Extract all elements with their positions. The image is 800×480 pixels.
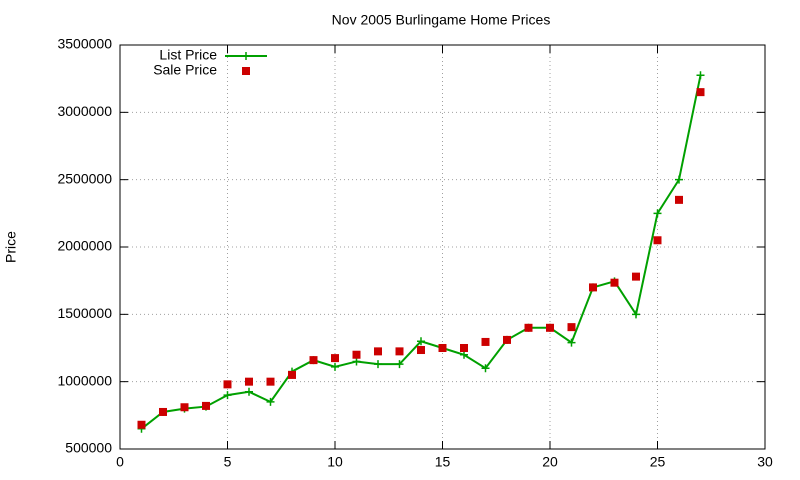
legend-label: Sale Price (153, 62, 217, 78)
point (331, 354, 339, 363)
point (675, 175, 683, 184)
point (266, 377, 275, 386)
point (481, 337, 490, 346)
point (675, 195, 683, 204)
point (374, 347, 382, 356)
point (524, 323, 533, 332)
point (460, 344, 468, 352)
point (438, 344, 447, 352)
x-tick-label: 5 (224, 454, 232, 470)
x-tick-label: 20 (542, 454, 558, 470)
point (632, 272, 640, 281)
point (288, 370, 296, 379)
x-tick-label: 30 (757, 454, 773, 470)
point (546, 323, 554, 332)
plot-frame (119, 44, 766, 450)
legend-marker (242, 52, 250, 60)
point (180, 403, 189, 412)
point (352, 357, 361, 366)
point (331, 362, 339, 371)
point (481, 364, 490, 373)
x-tick-label: 10 (327, 454, 343, 470)
point (653, 209, 662, 218)
y-tick-label: 500000 (65, 440, 112, 456)
point (503, 335, 511, 344)
x-tick-label: 0 (116, 454, 124, 470)
legend-marker (242, 67, 250, 75)
y-tick-label: 1000000 (57, 372, 112, 388)
point (460, 350, 468, 359)
y-tick-label: 2500000 (57, 170, 112, 186)
point (266, 397, 275, 406)
point (632, 310, 640, 319)
y-axis-label: Price (3, 231, 19, 263)
point (202, 401, 210, 410)
point (610, 278, 619, 287)
y-tick-label: 1500000 (57, 305, 112, 321)
point (245, 377, 253, 386)
point (395, 347, 404, 356)
point (309, 356, 318, 365)
point (223, 380, 232, 389)
y-tick-label: 3500000 (57, 36, 112, 52)
point (696, 71, 705, 80)
point (137, 420, 146, 429)
point (223, 391, 232, 400)
point (567, 323, 576, 332)
point (589, 283, 597, 292)
point (374, 360, 382, 369)
point (417, 337, 425, 346)
point (352, 350, 361, 359)
x-tick-label: 25 (650, 454, 666, 470)
legend-label: List Price (159, 47, 217, 63)
point (159, 407, 167, 416)
chart-title: Nov 2005 Burlingame Home Prices (332, 12, 551, 28)
y-tick-label: 2000000 (57, 238, 112, 254)
x-tick-label: 15 (435, 454, 451, 470)
point (653, 236, 662, 245)
point (567, 338, 576, 347)
point (696, 88, 705, 97)
point (245, 387, 253, 396)
point (417, 346, 425, 355)
point (395, 360, 404, 369)
y-tick-label: 3000000 (57, 103, 112, 119)
